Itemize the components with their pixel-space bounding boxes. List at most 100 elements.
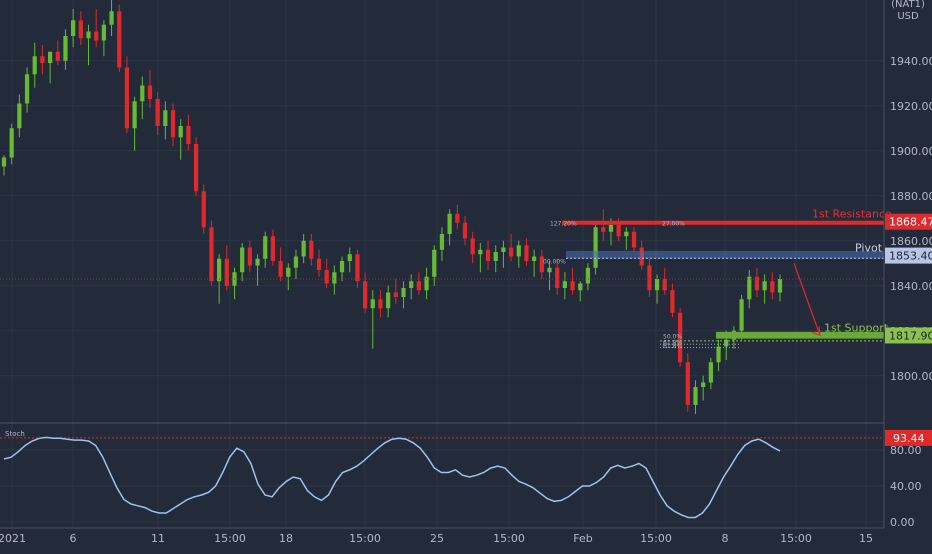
candle xyxy=(424,267,429,300)
price-unit-line-1: (NAT1) xyxy=(891,0,925,10)
level-price-box: 1853.40 xyxy=(885,247,932,264)
candle-body xyxy=(293,256,299,268)
candle-body xyxy=(616,225,621,237)
candle xyxy=(140,76,145,120)
candle-body xyxy=(739,299,744,331)
time-tick-label: 15:00 xyxy=(493,532,525,545)
candle xyxy=(47,51,53,84)
candle xyxy=(255,254,260,286)
candle xyxy=(570,267,575,295)
candle xyxy=(270,229,276,266)
candle xyxy=(201,184,206,234)
candle-body xyxy=(562,281,567,288)
stoch-tick-label: 40.00 xyxy=(890,480,922,493)
price-tick-label: 1920.00 xyxy=(890,100,932,113)
candle-body xyxy=(708,362,713,383)
candle xyxy=(478,243,483,273)
candle xyxy=(132,96,137,151)
candle xyxy=(63,29,68,70)
candle-body xyxy=(362,281,368,309)
candle-body xyxy=(324,270,329,284)
candle xyxy=(685,353,690,412)
candle-body xyxy=(608,225,614,232)
candle-body xyxy=(508,247,514,257)
candle xyxy=(263,231,268,268)
candle-body xyxy=(355,254,360,282)
time-tick-label: 8 xyxy=(722,532,729,545)
candle-body xyxy=(9,128,14,158)
candle-body xyxy=(193,144,199,192)
candle-body xyxy=(754,276,760,291)
stoch-label: Stoch xyxy=(5,430,25,438)
candle-body xyxy=(386,292,391,309)
candle xyxy=(55,40,60,66)
candle-body xyxy=(132,101,137,129)
candle-body xyxy=(724,339,729,347)
candle-body xyxy=(163,110,168,126)
candle-body xyxy=(240,247,245,273)
fib-annotation: 61.8% xyxy=(663,339,682,346)
candle xyxy=(485,240,491,270)
candle-body xyxy=(470,238,475,255)
candle-body xyxy=(447,213,452,234)
stoch-current-box: 93.44 xyxy=(885,429,932,446)
candle-body xyxy=(378,299,383,309)
candle-body xyxy=(462,222,468,239)
candle-body xyxy=(71,20,76,36)
candle xyxy=(501,240,506,268)
candle xyxy=(716,339,721,372)
fib-annotation: 127.20% xyxy=(550,221,577,228)
candle xyxy=(631,227,637,252)
level-price-box-bg xyxy=(885,247,932,264)
candle xyxy=(186,114,191,151)
candle xyxy=(170,103,176,147)
candle-body xyxy=(585,267,591,284)
fib-annotation: 27.00% xyxy=(662,221,685,228)
stoch-tick-label: 0.00 xyxy=(890,516,915,529)
candle xyxy=(224,245,229,291)
candle xyxy=(770,272,775,300)
candle-body xyxy=(178,126,183,138)
candle-body xyxy=(40,56,45,63)
candle-body xyxy=(631,231,637,248)
candle xyxy=(762,274,767,304)
candle xyxy=(86,24,91,66)
time-tick-label: 15:00 xyxy=(780,532,812,545)
candle-body xyxy=(401,288,406,297)
candle-body xyxy=(186,126,191,144)
forecast-arrow xyxy=(793,263,821,336)
candle xyxy=(624,227,629,250)
candle xyxy=(747,270,752,309)
candle xyxy=(539,249,544,279)
candle xyxy=(647,258,652,297)
candle-body xyxy=(770,281,775,293)
candle xyxy=(71,9,76,48)
level-price-text: 1868.47 xyxy=(889,216,932,229)
candle xyxy=(32,42,37,88)
candle xyxy=(447,209,452,246)
candle-body xyxy=(532,256,537,261)
stoch-line xyxy=(3,436,781,519)
candle xyxy=(17,94,22,138)
support-band xyxy=(716,331,884,339)
candle-body xyxy=(432,249,437,277)
candle-body xyxy=(247,247,252,266)
candle-body xyxy=(678,312,683,363)
candle-body xyxy=(516,245,521,257)
candle-body xyxy=(270,236,276,261)
candle-body xyxy=(570,281,575,291)
candle xyxy=(286,263,291,291)
candle xyxy=(40,45,45,75)
price-tick-label: 1940.00 xyxy=(890,55,932,68)
candle-body xyxy=(155,99,160,126)
candle-body xyxy=(316,258,322,270)
candle xyxy=(547,261,552,291)
candle-body xyxy=(263,236,268,259)
price-tick-label: 1800.00 xyxy=(890,370,932,383)
candle xyxy=(508,234,514,261)
candle-body xyxy=(217,258,222,282)
candle-body xyxy=(555,267,560,288)
candle-body xyxy=(370,299,375,309)
